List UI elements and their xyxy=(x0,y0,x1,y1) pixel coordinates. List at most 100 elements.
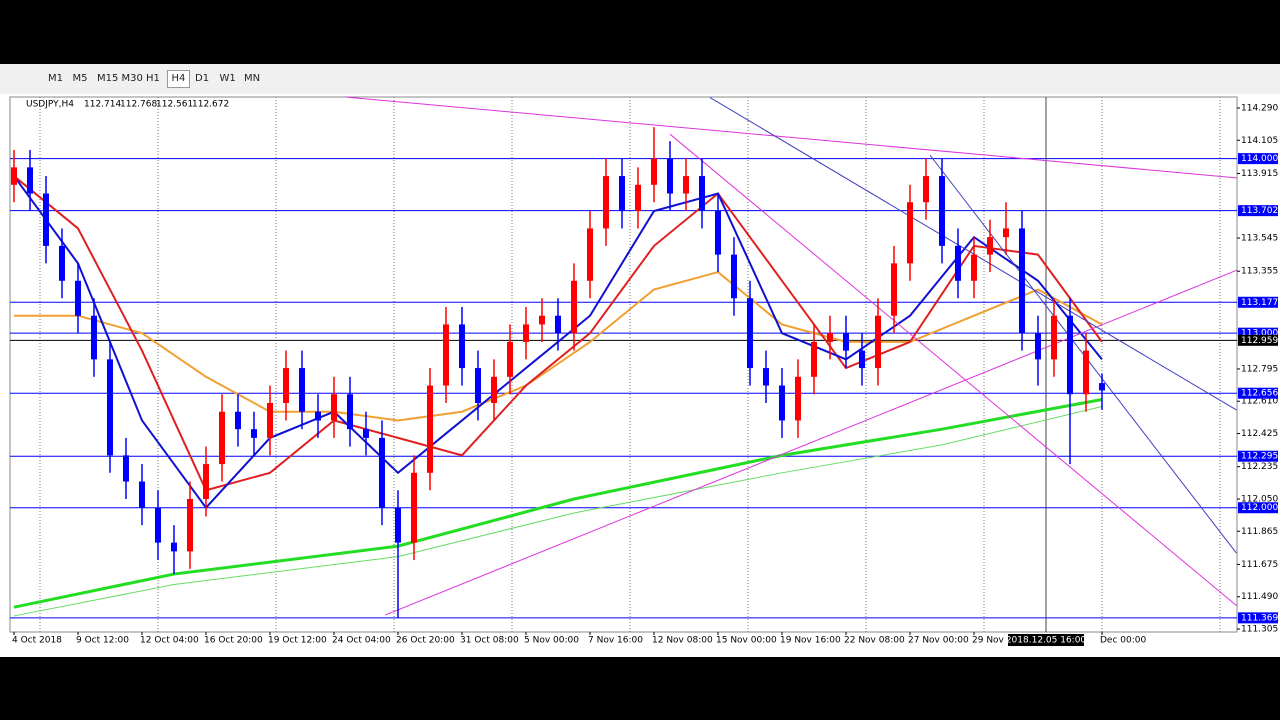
level-box xyxy=(1238,296,1278,308)
x-tick-label: 12 Oct 04:00 xyxy=(140,636,199,646)
candle-body xyxy=(27,167,33,194)
level-label: 111.369 xyxy=(1241,613,1278,623)
level-box xyxy=(1238,153,1278,165)
candle-body xyxy=(827,333,833,342)
candle-body xyxy=(491,376,497,403)
x-tick-label: 24 Oct 04:00 xyxy=(332,636,391,646)
candle-body xyxy=(91,315,97,360)
candle-body xyxy=(651,158,657,185)
candle-body xyxy=(139,481,145,508)
level-label: 112.295 xyxy=(1241,452,1278,462)
header-value: 112.672 xyxy=(192,100,229,110)
y-tick-label: 112.050 xyxy=(1241,494,1278,504)
bottom-band xyxy=(0,657,1280,720)
timeframe-button[interactable]: M1 xyxy=(48,73,63,84)
timeframe-button[interactable]: H4 xyxy=(166,70,191,88)
candle-body xyxy=(171,542,177,552)
level-box xyxy=(1238,612,1278,624)
level-box xyxy=(1238,205,1278,217)
candle-body xyxy=(571,280,577,334)
timeframe-button[interactable]: D1 xyxy=(195,73,210,84)
candle-body xyxy=(379,437,385,508)
candle-body xyxy=(587,228,593,281)
level-label: 114.000 xyxy=(1241,154,1278,164)
candle-body xyxy=(315,411,321,421)
candle-body xyxy=(619,176,625,211)
candle-body xyxy=(747,298,753,369)
candle-body xyxy=(539,315,545,325)
candle-body xyxy=(811,341,817,377)
candle-body xyxy=(715,210,721,255)
x-tick-label: 4 Oct 2018 xyxy=(12,636,62,646)
y-tick-label: 111.675 xyxy=(1241,560,1278,570)
level-label: 113.000 xyxy=(1241,329,1278,339)
candle-body xyxy=(459,324,465,369)
candle-body xyxy=(347,394,353,430)
timeframe-button[interactable]: MN xyxy=(244,73,261,84)
candle-body xyxy=(955,245,961,281)
candle-body xyxy=(443,324,449,386)
x-tick-label: 19 Oct 12:00 xyxy=(268,636,327,646)
timeframe-button[interactable]: M15 xyxy=(97,73,119,84)
x-tick-label: 19 Nov 16:00 xyxy=(780,636,841,646)
candle-body xyxy=(283,368,289,403)
level-label: 113.177 xyxy=(1241,298,1278,308)
candle-body xyxy=(1035,333,1041,360)
candle-body xyxy=(859,350,865,369)
candle-body xyxy=(1051,315,1057,360)
header-value: 112.714 xyxy=(84,100,121,110)
x-tick-label: 29 Nov 16:00 xyxy=(972,636,1033,646)
symbol: USDJPY,H4 xyxy=(26,100,74,110)
candle-body xyxy=(43,193,49,246)
x-tick-label: 16 Oct 20:00 xyxy=(204,636,263,646)
y-tick-label: 113.355 xyxy=(1241,267,1278,277)
y-tick-label: 112.235 xyxy=(1241,462,1278,472)
level-label: 112.959 xyxy=(1241,336,1278,346)
candle-body xyxy=(427,385,433,473)
y-tick-label: 111.865 xyxy=(1241,527,1278,537)
x-tick-label: Dec 00:00 xyxy=(1100,636,1146,646)
header-value: 112.561 xyxy=(156,100,193,110)
candle-body xyxy=(299,368,305,412)
candle-body xyxy=(987,237,993,255)
candle-body xyxy=(155,507,161,543)
timeframe-button[interactable]: H1 xyxy=(146,73,160,84)
chart: USDJPY,H4 114.290 114.105 113.915 113.545 11… xyxy=(9,96,1278,646)
indicator-line xyxy=(385,269,1237,616)
candle-body xyxy=(187,498,193,552)
candle-body xyxy=(75,280,81,316)
crosshair-box xyxy=(1008,634,1084,646)
level-box xyxy=(1238,334,1278,346)
level-box xyxy=(1238,387,1278,399)
candle-body xyxy=(1067,315,1073,395)
y-tick-label: 113.545 xyxy=(1241,234,1278,244)
timeframe-button[interactable]: M5 xyxy=(72,73,88,84)
candle-body xyxy=(555,315,561,334)
y-tick-label: 112.795 xyxy=(1241,364,1278,374)
candle-body xyxy=(603,176,609,229)
indicator-line xyxy=(709,97,1237,411)
y-tick-label: 112.425 xyxy=(1241,429,1278,439)
candle-body xyxy=(411,472,417,543)
candle-body xyxy=(331,394,337,421)
level-label: 113.702 xyxy=(1241,206,1278,216)
y-tick-label: 114.290 xyxy=(1241,103,1278,113)
level-box xyxy=(1238,450,1278,462)
indicator-line xyxy=(345,96,1237,179)
candle-body xyxy=(395,507,401,543)
x-tick-label: 7 Nov 16:00 xyxy=(588,636,643,646)
candle-body xyxy=(635,184,641,211)
candle-body xyxy=(731,254,737,299)
x-tick-label: 9 Oct 12:00 xyxy=(76,636,129,646)
candle-body xyxy=(1019,228,1025,334)
top-band xyxy=(0,0,1280,64)
timeframe-button[interactable]: W1 xyxy=(219,73,236,84)
candle-body xyxy=(971,254,977,281)
toolbar: M1 M5 M15 M30 H1 H4 D1 W1 MN xyxy=(0,64,1280,95)
candle-body xyxy=(507,341,513,377)
timeframe-button[interactable]: M30 xyxy=(121,73,143,84)
candle-body xyxy=(1083,350,1089,395)
level-box xyxy=(1238,327,1278,339)
candle-body xyxy=(699,176,705,211)
indicator-line xyxy=(669,133,1237,606)
